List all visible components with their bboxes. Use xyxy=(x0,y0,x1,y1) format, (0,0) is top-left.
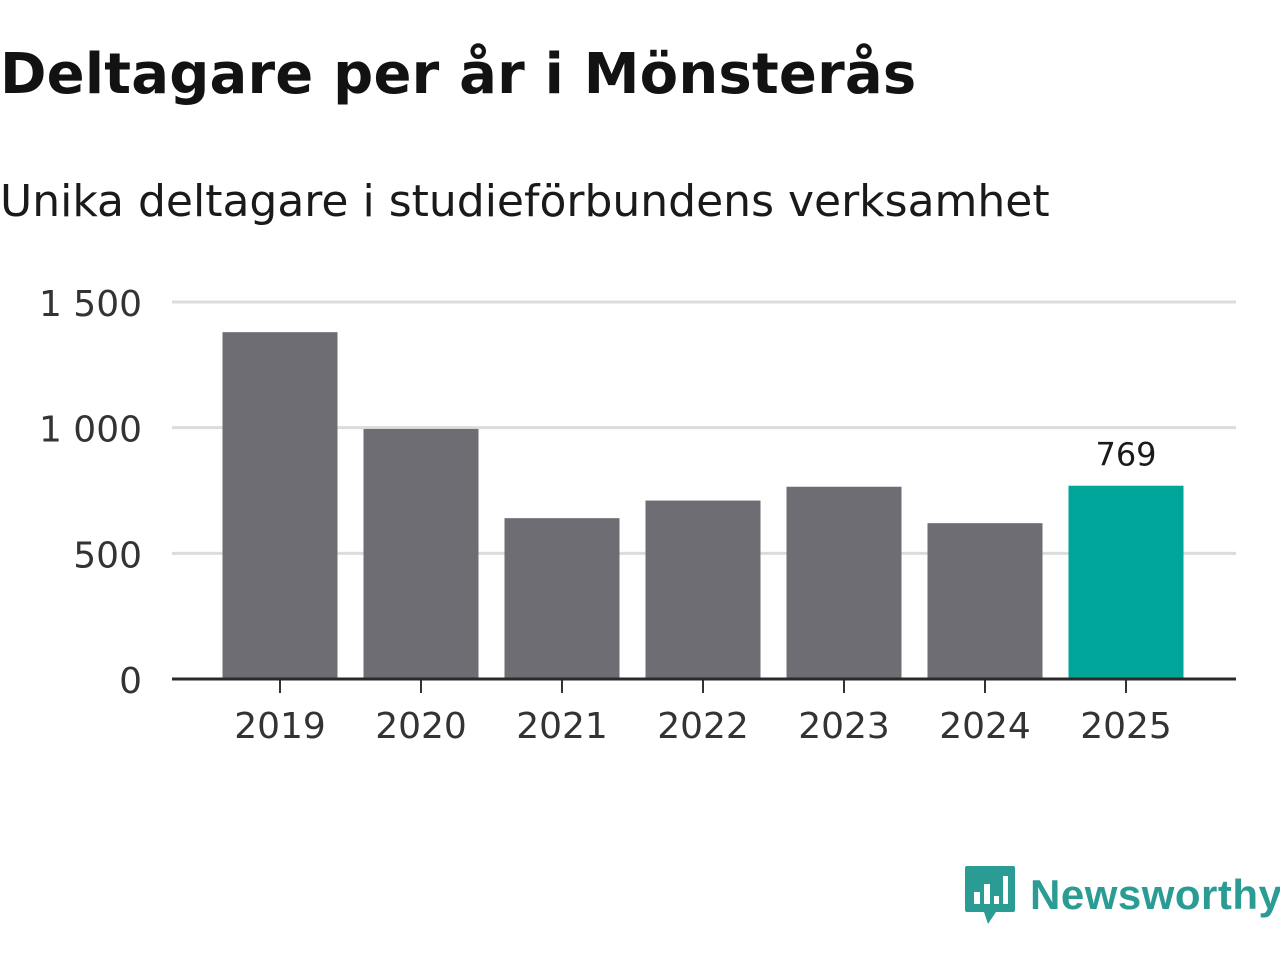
bar-2025 xyxy=(1068,485,1184,679)
data-label: 769 xyxy=(1095,436,1156,474)
bar-chart: 0 500 1 000 1 500 2019 2020 2021 2022 2023 2024 20… xyxy=(39,284,1236,747)
x-tick-label: 2021 xyxy=(516,706,608,747)
bar-chart-speech-bubble-icon xyxy=(965,866,1015,924)
bar-2019 xyxy=(222,332,338,679)
x-tick-label: 2025 xyxy=(1080,706,1172,747)
bar-2021 xyxy=(504,518,620,679)
brand-name: Newsworthy xyxy=(1030,871,1280,918)
bar-2024 xyxy=(927,523,1043,679)
newsworthy-logo: Newsworthy xyxy=(964,864,1280,926)
y-tick-label: 1 500 xyxy=(39,284,142,325)
x-tick-label: 2023 xyxy=(798,706,890,747)
x-tick-label: 2019 xyxy=(234,706,326,747)
y-tick-label: 500 xyxy=(73,535,142,576)
x-tick-label: 2020 xyxy=(375,706,467,747)
bar-2023 xyxy=(786,486,902,679)
y-tick-label: 0 xyxy=(119,661,142,702)
chart-subtitle: Unika deltagare i studieförbundens verks… xyxy=(0,176,1050,227)
bar-2022 xyxy=(645,500,761,679)
chart-title: Deltagare per år i Mönsterås xyxy=(0,42,917,107)
x-tick-label: 2022 xyxy=(657,706,749,747)
x-tick-label: 2024 xyxy=(939,706,1031,747)
bar-2020 xyxy=(363,428,479,679)
y-tick-label: 1 000 xyxy=(39,410,142,451)
